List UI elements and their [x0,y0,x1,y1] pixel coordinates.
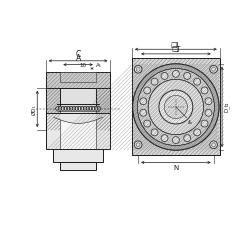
Circle shape [201,120,208,127]
Circle shape [159,90,193,124]
Text: D_b: D_b [224,102,229,112]
Circle shape [172,137,179,143]
Circle shape [137,68,214,146]
Text: $f_w$: $f_w$ [187,118,194,127]
Circle shape [144,87,151,94]
Circle shape [140,98,147,105]
Bar [96,88,110,130]
Circle shape [161,135,168,141]
Text: □J: □J [172,46,180,52]
Circle shape [134,66,142,73]
Bar [60,72,96,82]
Circle shape [205,109,212,116]
Text: ØD₁: ØD₁ [32,104,37,115]
Circle shape [184,135,191,141]
Circle shape [210,66,218,73]
Text: 10: 10 [80,63,86,68]
Circle shape [134,141,142,148]
Circle shape [210,141,218,148]
Bar [96,88,110,130]
Bar [132,58,220,155]
Text: A: A [76,54,81,63]
Text: □L: □L [170,41,181,47]
Bar [46,72,110,88]
Bar [46,88,60,130]
Circle shape [205,98,212,105]
Circle shape [144,120,151,127]
Bar [46,88,110,130]
Circle shape [184,72,191,79]
Wedge shape [133,64,219,150]
Circle shape [201,87,208,94]
Text: C: C [76,50,81,59]
Bar [57,106,99,111]
Bar [46,112,110,149]
Circle shape [172,70,179,77]
Text: N: N [173,165,178,171]
Bar [60,162,96,170]
Text: A₁: A₁ [96,63,102,68]
Circle shape [194,129,200,136]
Circle shape [194,78,200,85]
Bar [54,149,103,162]
Circle shape [164,96,188,118]
Circle shape [140,109,147,116]
Circle shape [161,72,168,79]
Bar [46,88,60,130]
Bar [60,112,96,149]
Circle shape [151,78,158,85]
Circle shape [148,79,204,135]
Circle shape [151,129,158,136]
Circle shape [133,64,219,150]
